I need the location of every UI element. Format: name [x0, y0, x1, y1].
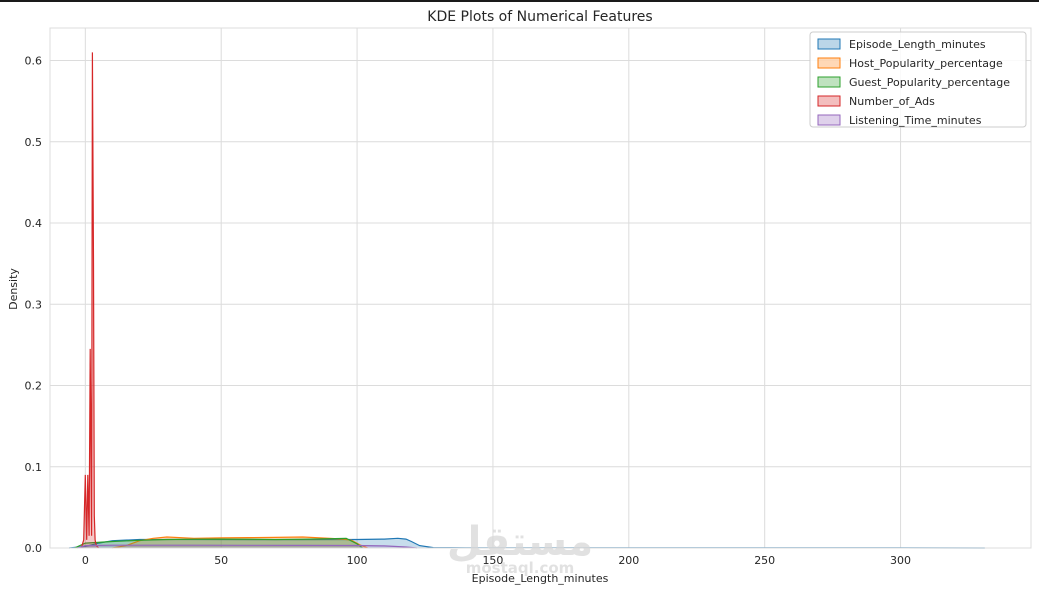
kde-line: [80, 52, 100, 549]
legend-label: Guest_Popularity_percentage: [849, 76, 1010, 89]
y-tick-label: 0.4: [25, 217, 43, 230]
y-tick-label: 0.3: [25, 298, 43, 311]
series-Listening_Time_minutes: [77, 544, 417, 549]
axis-frame: [49, 27, 1032, 549]
legend-label: Number_of_Ads: [849, 95, 935, 108]
series-Number_of_Ads: [80, 52, 100, 549]
legend-item: Number_of_Ads: [817, 95, 935, 108]
kde-line: [77, 544, 417, 549]
x-tick-label: 250: [754, 554, 775, 567]
y-tick-label: 0.1: [25, 461, 43, 474]
legend-swatch: [817, 38, 841, 50]
legend-swatch: [817, 114, 841, 126]
watermark-latin: mostaql.com: [466, 559, 575, 577]
legend-label: Listening_Time_minutes: [849, 114, 982, 127]
series-layer: [68, 52, 985, 549]
legend-swatch: [817, 95, 841, 107]
x-tick-label: 200: [618, 554, 639, 567]
y-tick-label: 0.5: [25, 136, 43, 149]
x-tick-label: 50: [214, 554, 228, 567]
legend-item: Listening_Time_minutes: [817, 114, 982, 127]
x-tick-label: 100: [347, 554, 368, 567]
x-axis-label: Episode_Length_minutes: [472, 572, 609, 585]
x-tick-label: 300: [890, 554, 911, 567]
window-top-border: [0, 0, 1039, 2]
legend-swatch: [817, 57, 841, 69]
plot-frame: [49, 27, 1032, 549]
y-tick-labels: 0.0 0.1 0.2 0.3 0.4 0.5 0.6: [25, 55, 43, 556]
x-tick-label: 0: [82, 554, 89, 567]
legend-label: Host_Popularity_percentage: [849, 57, 1003, 70]
legend-label: Episode_Length_minutes: [849, 38, 986, 51]
x-tick-label: 150: [482, 554, 503, 567]
kde-line: [74, 537, 363, 549]
watermark-arabic: مستقل: [447, 519, 593, 565]
y-tick-label: 0.0: [25, 542, 43, 555]
legend-item: Guest_Popularity_percentage: [817, 76, 1010, 89]
x-tick-labels: 0 50 100 150 200 250 300: [82, 554, 911, 567]
legend-box: [809, 31, 1027, 128]
y-tick-label: 0.6: [25, 55, 43, 68]
legend-swatch: [817, 76, 841, 88]
legend: Episode_Length_minutes Host_Popularity_pe…: [809, 31, 1027, 128]
chart-title: KDE Plots of Numerical Features: [427, 9, 652, 25]
legend-item: Episode_Length_minutes: [817, 38, 986, 51]
y-axis-label: Density: [7, 268, 20, 310]
legend-item: Host_Popularity_percentage: [817, 57, 1003, 70]
watermark: مستقل mostaql.com: [447, 519, 593, 577]
y-tick-label: 0.2: [25, 380, 43, 393]
